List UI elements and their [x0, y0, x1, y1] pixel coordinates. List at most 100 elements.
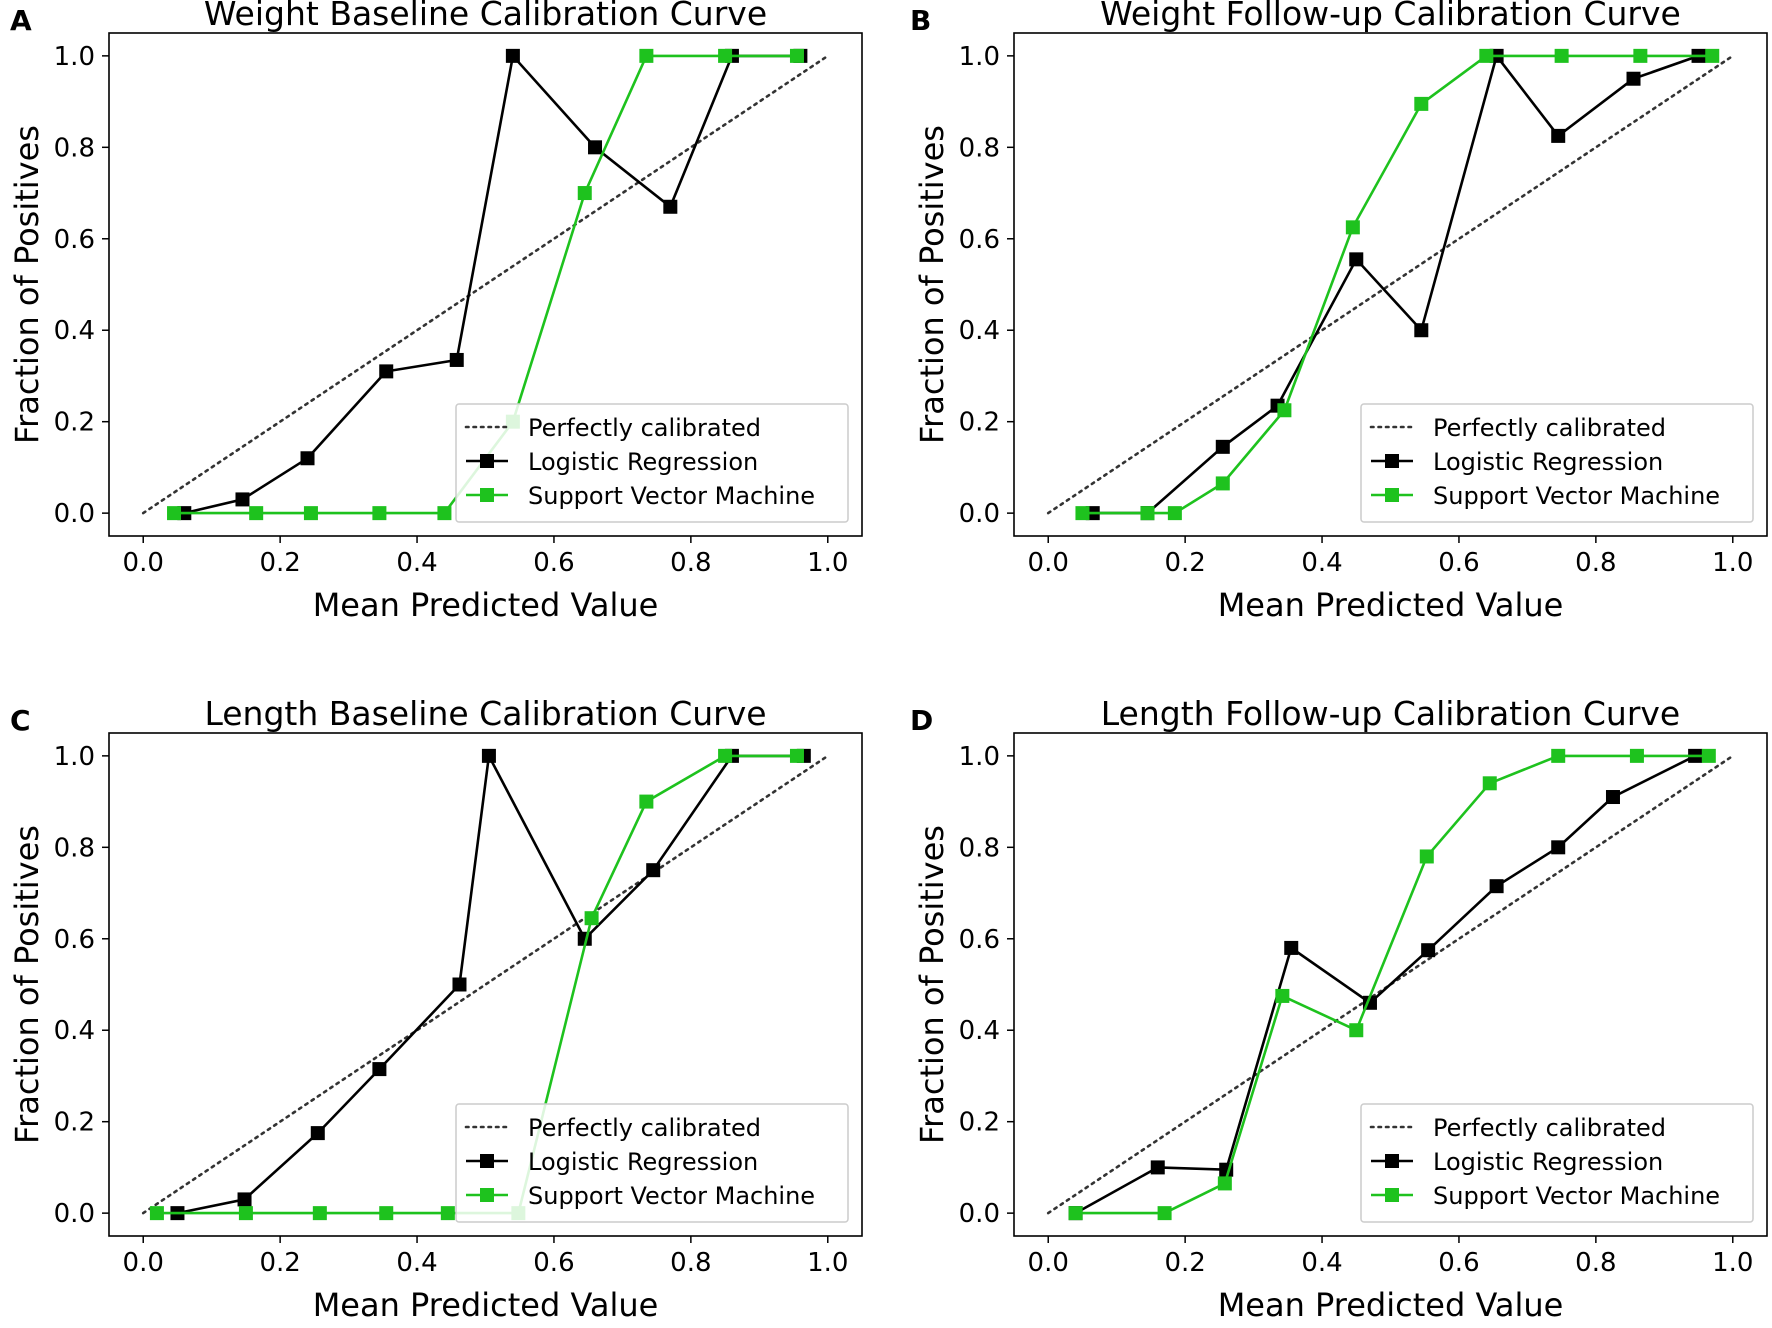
logistic-regression-point: [588, 140, 603, 155]
svm-point: [718, 48, 733, 63]
svm-point: [249, 506, 264, 521]
svm-point: [789, 48, 804, 63]
y-tick-label: 1.0: [959, 742, 1000, 772]
x-tick-label: 0.4: [396, 548, 437, 578]
y-tick-label: 0.4: [959, 1016, 1000, 1046]
y-tick-label: 0.6: [959, 925, 1000, 955]
logistic-regression-point: [379, 364, 394, 379]
x-tick-label: 0.0: [123, 1248, 164, 1278]
perfectly-calibrated-line: [141, 54, 830, 515]
svm-point: [1215, 476, 1230, 491]
svm-point: [1701, 748, 1716, 763]
logistic-regression-point: [235, 492, 250, 507]
y-tick-label: 0.4: [54, 316, 95, 346]
logistic-regression-point: [237, 1192, 252, 1207]
svm-point: [1554, 48, 1569, 63]
svm-point: [1345, 220, 1360, 235]
logistic-regression-point: [1489, 879, 1504, 894]
logistic-regression-point: [1421, 943, 1436, 958]
logistic-regression-point: [1150, 1160, 1165, 1175]
legend-label-logistic-regression: Logistic Regression: [528, 1148, 758, 1176]
y-tick-label: 0.4: [959, 316, 1000, 346]
legend-label-svm: Support Vector Machine: [1433, 1182, 1720, 1210]
legend-box: [455, 1103, 849, 1223]
x-tick-label: 1.0: [807, 548, 848, 578]
svm-point: [440, 1206, 455, 1221]
legend: Perfectly calibrated Logistic Regression S…: [455, 403, 849, 523]
svm-point: [437, 506, 452, 521]
legend-label-logistic-regression: Logistic Regression: [528, 448, 758, 476]
y-tick-label: 0.8: [959, 833, 1000, 863]
x-tick-label: 0.8: [670, 548, 711, 578]
svm-point: [1275, 988, 1290, 1003]
svm-point: [1414, 96, 1429, 111]
logistic-regression-point: [646, 863, 661, 878]
svm-point: [1705, 48, 1720, 63]
logistic-regression-point: [1551, 840, 1566, 855]
logistic-regression-point: [505, 48, 520, 63]
x-tick-label: 1.0: [1712, 548, 1753, 578]
logistic-regression-point: [1215, 439, 1230, 454]
x-tick-label: 1.0: [807, 1248, 848, 1278]
legend-label-perfectly-calibrated: Perfectly calibrated: [1433, 414, 1666, 442]
y-tick-label: 1.0: [54, 742, 95, 772]
svm-point: [1075, 506, 1090, 521]
legend-label-svm: Support Vector Machine: [528, 1182, 815, 1210]
logistic-regression-point: [1284, 940, 1299, 955]
legend-label-logistic-regression: Logistic Regression: [1433, 1148, 1663, 1176]
svm-point: [1217, 1176, 1232, 1191]
logistic-regression-point: [372, 1062, 387, 1077]
svm-point: [639, 48, 654, 63]
y-tick-label: 0.2: [54, 408, 95, 438]
svm-point: [718, 748, 733, 763]
logistic-regression-point: [1349, 252, 1364, 267]
panel-label: C: [10, 704, 31, 737]
svm-point: [379, 1206, 394, 1221]
logistic-regression-line: [177, 751, 804, 1215]
x-axis-label: Mean Predicted Value: [313, 1286, 659, 1324]
panel-label: B: [910, 4, 931, 37]
svm-point: [149, 1206, 164, 1221]
x-tick-label: 0.4: [1301, 548, 1342, 578]
y-tick-label: 1.0: [959, 42, 1000, 72]
logistic-regression-point: [481, 748, 496, 763]
y-tick-label: 0.2: [54, 1108, 95, 1138]
svm-point: [1482, 776, 1497, 791]
chart-title: Weight Baseline Calibration Curve: [204, 0, 767, 33]
x-tick-label: 0.2: [1164, 548, 1205, 578]
x-tick-label: 0.6: [1438, 1248, 1479, 1278]
legend-label-perfectly-calibrated: Perfectly calibrated: [528, 414, 761, 442]
x-tick-label: 0.6: [533, 1248, 574, 1278]
svm-point: [312, 1206, 327, 1221]
legend: Perfectly calibrated Logistic Regression S…: [1360, 403, 1754, 523]
x-tick-label: 0.0: [1028, 1248, 1069, 1278]
chart-panel-b: B Weight Follow-up Calibration Curve 0.0 0.…: [910, 0, 1768, 624]
legend-marker-svm: [480, 488, 494, 502]
svm-point: [577, 186, 592, 201]
x-axis-label: Mean Predicted Value: [1218, 586, 1564, 624]
svm-point: [1277, 403, 1292, 418]
x-tick-label: 0.0: [123, 548, 164, 578]
x-tick-label: 0.6: [1438, 548, 1479, 578]
y-tick-label: 0.8: [959, 133, 1000, 163]
y-axis-label: Fraction of Positives: [913, 125, 951, 444]
chart-panel-c: C Length Baseline Calibration Curve 0.0 0.0…: [8, 694, 863, 1324]
x-tick-label: 0.6: [533, 548, 574, 578]
logistic-regression-point: [452, 977, 467, 992]
x-tick-label: 0.2: [259, 1248, 300, 1278]
legend: Perfectly calibrated Logistic Regression S…: [455, 1103, 849, 1223]
chart-title: Weight Follow-up Calibration Curve: [1100, 0, 1681, 33]
logistic-regression-point: [310, 1126, 325, 1141]
logistic-regression-line: [1074, 754, 1696, 1215]
svm-point: [1157, 1206, 1172, 1221]
x-tick-label: 0.4: [1301, 1248, 1342, 1278]
perfectly-calibrated-line: [141, 754, 830, 1215]
svm-point: [584, 911, 599, 926]
legend-marker-logistic-regression: [1385, 454, 1399, 468]
plot-frame: [108, 32, 863, 537]
svm-point: [303, 506, 318, 521]
y-tick-label: 0.6: [54, 225, 95, 255]
x-tick-label: 0.2: [1164, 1248, 1205, 1278]
panel-label: D: [910, 704, 933, 737]
